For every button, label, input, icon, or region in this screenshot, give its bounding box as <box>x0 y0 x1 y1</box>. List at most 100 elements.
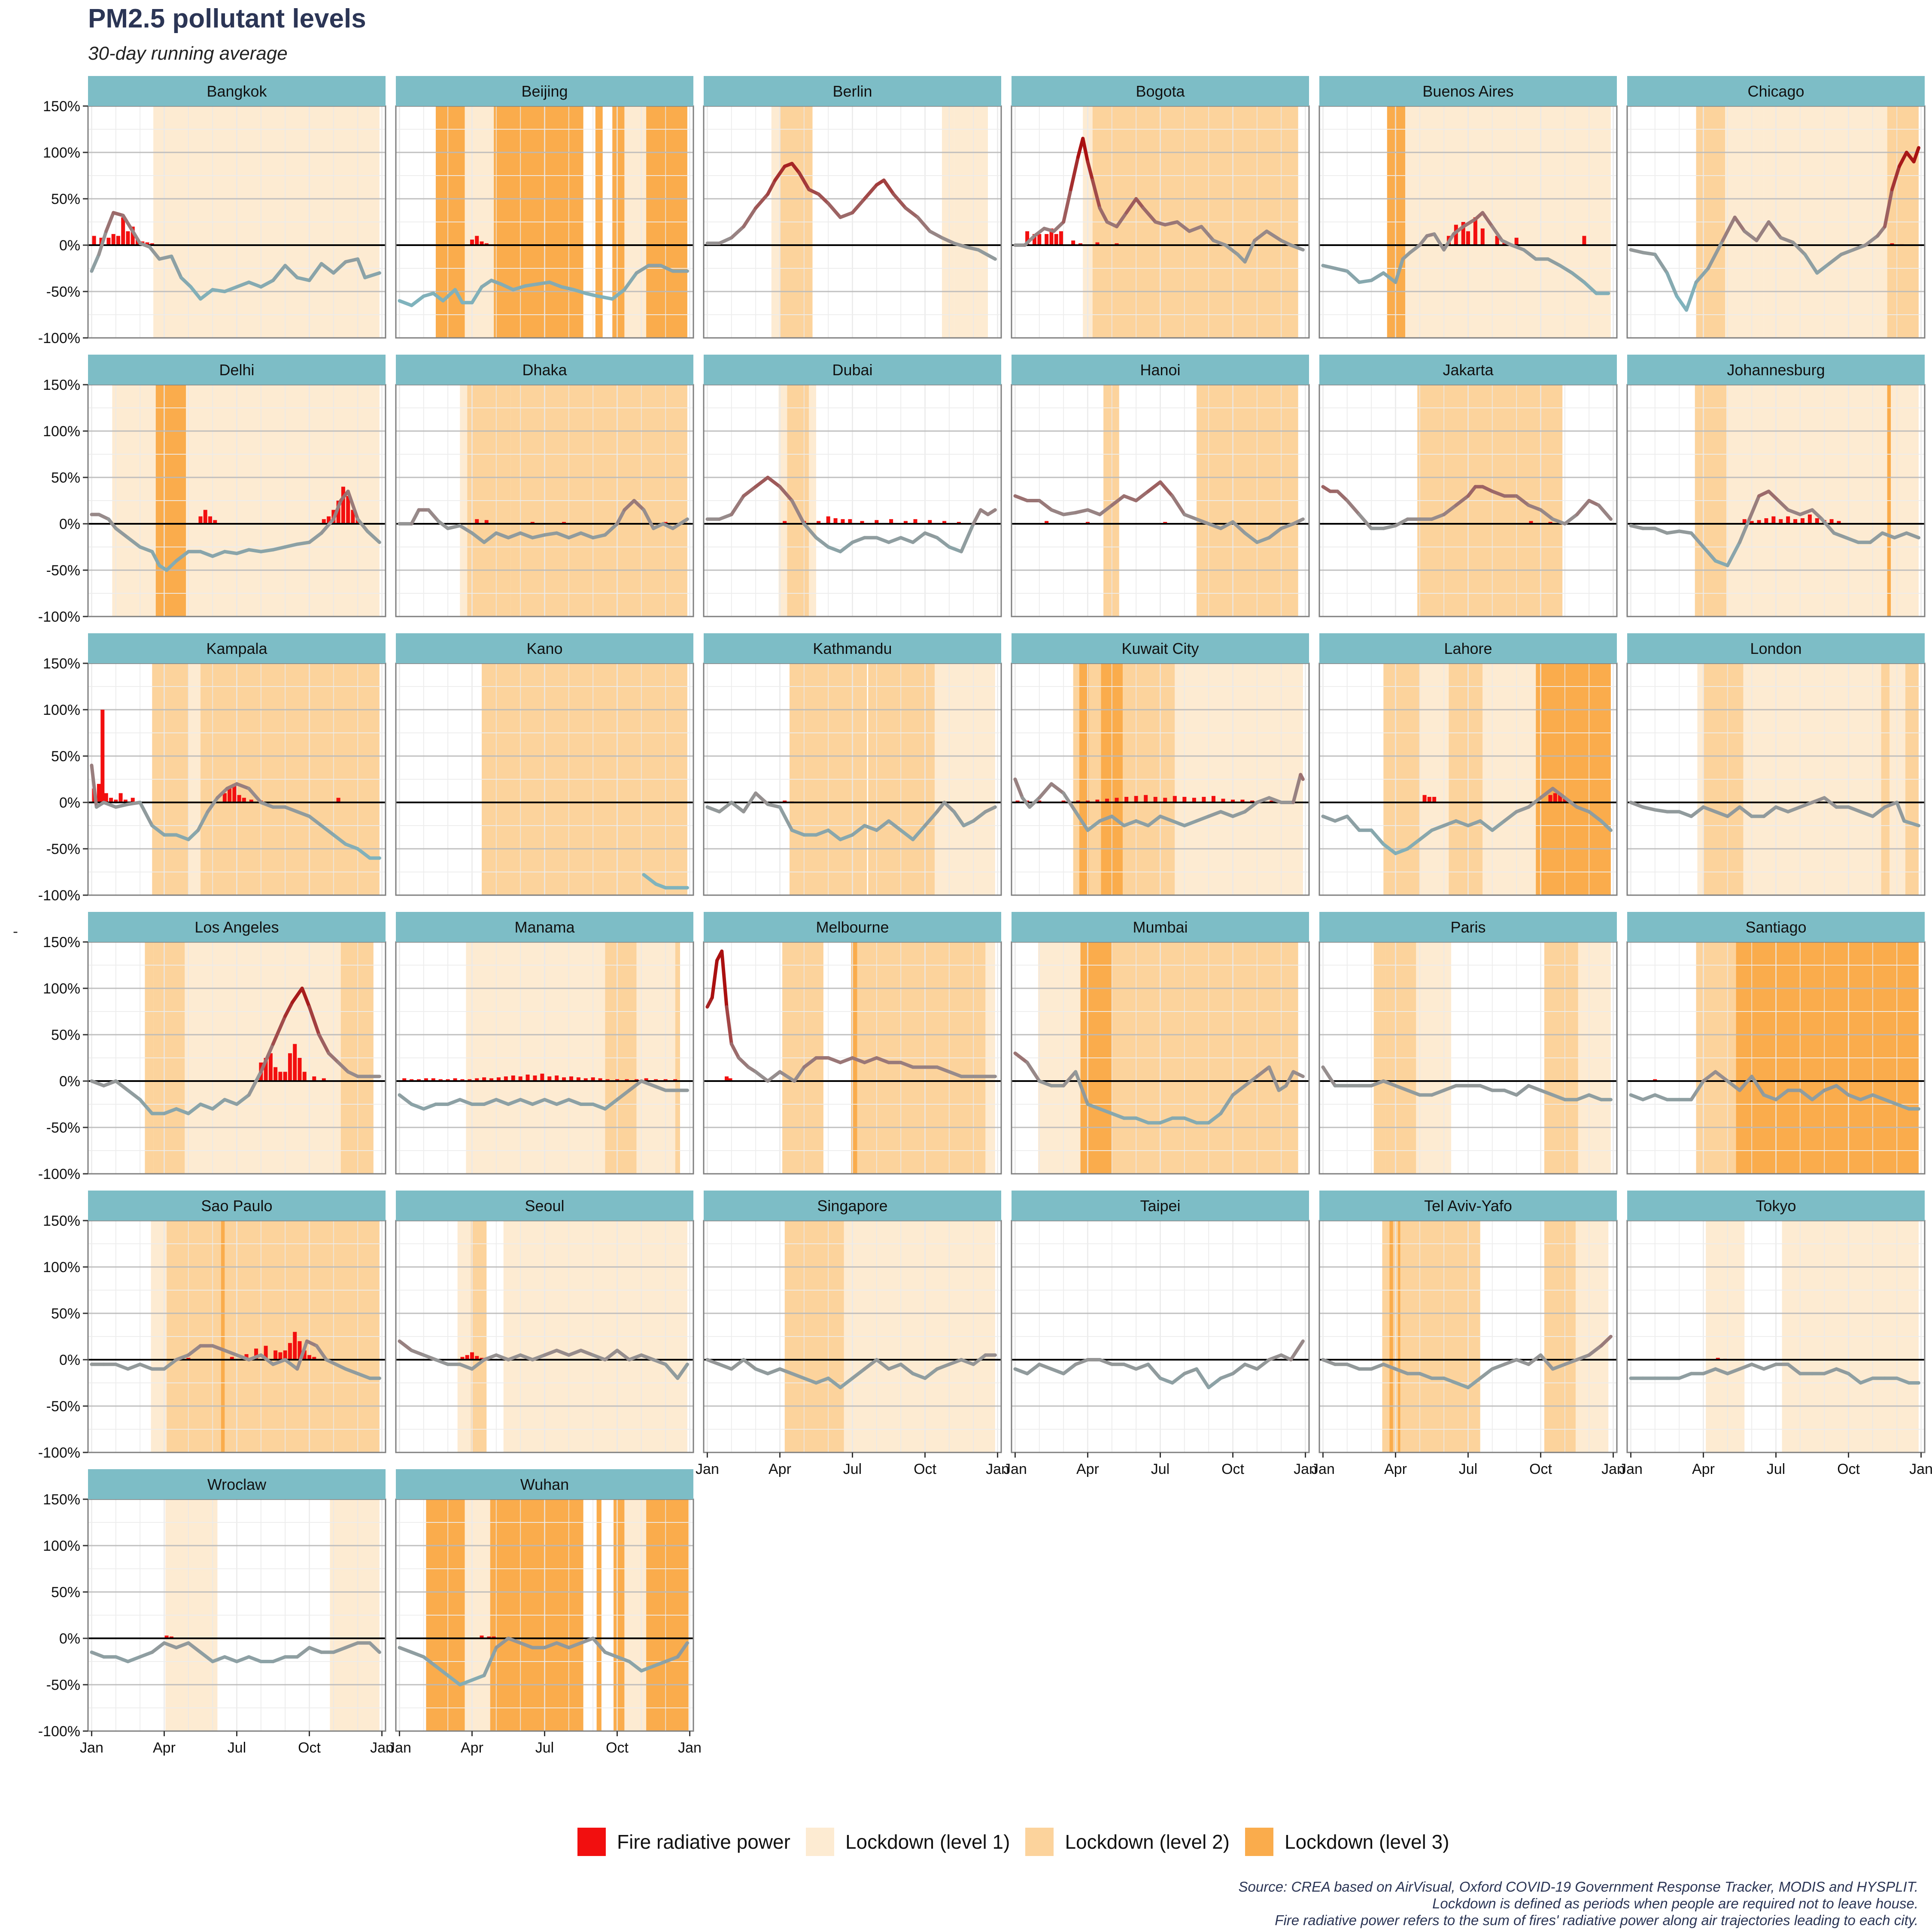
pm25-line-segment <box>104 211 115 233</box>
pm25-line-segment <box>793 1065 806 1083</box>
fire-bar <box>1558 793 1562 802</box>
fire-bar <box>438 1079 443 1081</box>
fire-bar <box>1786 516 1790 524</box>
legend-label-fire: Fire radiative power <box>617 1831 790 1853</box>
fire-bar <box>475 1078 479 1081</box>
pm25-line-segment <box>1587 1093 1603 1102</box>
pm25-line-segment <box>1539 787 1555 800</box>
pm25-line-segment <box>1466 1376 1482 1389</box>
pm25-line-segment <box>543 1098 559 1106</box>
pm25-line-segment <box>1370 1079 1385 1088</box>
pm25-line-segment <box>458 1678 474 1686</box>
pm25-line-segment <box>1418 1372 1434 1380</box>
pm25-line-segment <box>851 536 866 544</box>
fire-bar <box>230 1357 234 1360</box>
pm25-line-segment <box>259 548 275 553</box>
pm25-line-segment <box>1382 271 1397 284</box>
pm25-line-segment <box>1442 1376 1458 1385</box>
pm25-line-segment <box>567 1641 583 1649</box>
pm25-line-segment <box>1243 531 1259 544</box>
panel-kano: Kano <box>395 633 694 896</box>
pm25-line-segment <box>1195 517 1211 526</box>
pm25-line-segment <box>579 1349 595 1357</box>
panel-chicago: Chicago <box>1626 76 1926 339</box>
pm25-line-segment <box>398 1646 413 1654</box>
pm25-line-segment <box>247 548 263 553</box>
pm25-line-segment <box>1478 1367 1494 1380</box>
panel-hanoi: Hanoi <box>1011 355 1310 617</box>
pm25-line-segment <box>216 787 229 800</box>
pm25-line-segment <box>1122 494 1138 502</box>
y-tick-label: -50% <box>46 1120 80 1136</box>
caption-line: Source: CREA based on AirVisual, Oxford … <box>1238 1879 1918 1895</box>
pm25-line-segment <box>1345 814 1361 832</box>
fire-bar <box>1815 518 1819 524</box>
panel-title: Dhaka <box>522 361 567 379</box>
pm25-line-segment <box>1219 1372 1235 1380</box>
pm25-line-segment <box>531 533 547 540</box>
pm25-line-segment <box>627 1353 643 1361</box>
pm25-line-segment <box>863 1056 878 1064</box>
fire-bar <box>480 1358 484 1360</box>
pm25-line-segment <box>1779 236 1795 244</box>
y-tick-label: 0% <box>59 516 80 532</box>
pm25-line-segment <box>778 805 794 832</box>
pm25-line-segment <box>923 810 939 827</box>
pm25-line-segment <box>1835 1367 1850 1376</box>
fire-bar <box>249 799 253 802</box>
pm25-line-segment <box>1279 239 1293 247</box>
pm25-line-segment <box>952 810 966 827</box>
pm25-line-segment <box>1713 1070 1729 1083</box>
fire-bar <box>307 1355 312 1360</box>
panel-santiago: Santiago <box>1626 912 1926 1175</box>
pm25-line-segment <box>826 1376 842 1389</box>
fire-bar <box>504 1076 508 1081</box>
pm25-line-segment <box>814 1376 830 1385</box>
pm25-line-segment <box>1481 485 1494 493</box>
fire-bar <box>1015 800 1020 802</box>
pm25-line-segment <box>186 1344 202 1357</box>
pm25-line-segment <box>1163 220 1179 227</box>
y-tick-label: -100% <box>38 1445 80 1461</box>
pm25-line-segment <box>1452 225 1465 236</box>
pm25-line-segment <box>131 229 142 245</box>
panel-mumbai: Mumbai <box>1011 912 1310 1175</box>
fire-bar <box>1800 518 1804 524</box>
fire-bar <box>150 243 154 245</box>
pm25-line-segment <box>797 171 811 191</box>
fire-bar <box>244 1354 249 1360</box>
pm25-line-segment <box>1124 197 1138 215</box>
pm25-line-segment <box>198 1103 215 1111</box>
pm25-line-segment <box>1033 227 1046 238</box>
panel-title: Sao Paulo <box>201 1197 272 1215</box>
pm25-line-segment <box>1701 1070 1717 1083</box>
pm25-line-segment <box>519 531 535 540</box>
pm25-line-segment <box>295 541 311 546</box>
pm25-line-segment <box>1418 828 1434 841</box>
x-tick-label: Jul <box>843 1461 862 1477</box>
pm25-line-segment <box>1212 239 1227 247</box>
pm25-line-segment <box>1382 1079 1397 1088</box>
pm25-line-segment <box>259 801 275 809</box>
pm25-line-segment <box>1725 1367 1741 1376</box>
fire-bar <box>817 521 821 524</box>
legend-item-lockdown-1: Lockdown (level 1) <box>805 1828 1010 1856</box>
panel-tel-aviv-yafo: Tel Aviv-Yafo Jan Apr Jul Oct Jan <box>1311 1191 1625 1477</box>
pm25-line-segment <box>1897 151 1908 168</box>
pm25-line-segment <box>851 1367 866 1380</box>
pm25-line-segment <box>1291 773 1303 804</box>
fire-bar <box>1466 231 1470 245</box>
pm25-line-segment <box>198 288 215 301</box>
pm25-line-segment <box>307 262 323 283</box>
pm25-line-segment <box>766 802 782 809</box>
pm25-line-segment <box>1224 243 1239 256</box>
pm25-line-segment <box>1406 1088 1422 1097</box>
panel-strip <box>1319 633 1617 663</box>
pm25-line-segment <box>1777 499 1790 512</box>
pm25-line-segment <box>1267 526 1283 540</box>
panel-strip <box>396 1191 693 1221</box>
x-tick-label: Apr <box>1384 1461 1407 1477</box>
pm25-line-segment <box>1515 805 1531 814</box>
pm25-line-segment <box>1074 810 1090 832</box>
pm25-line-segment <box>1231 810 1247 818</box>
